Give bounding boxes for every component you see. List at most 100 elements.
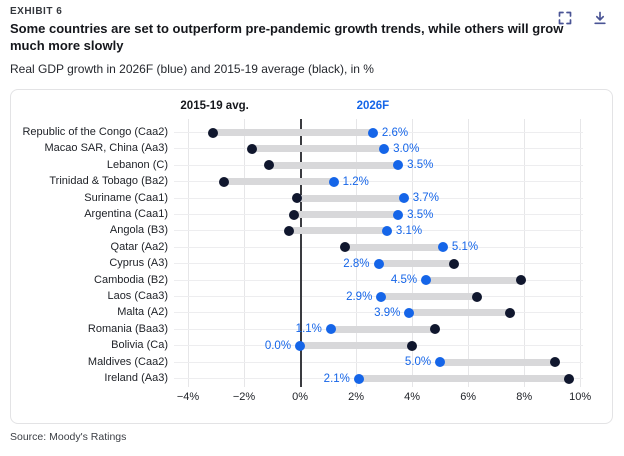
x-tick-label: 2% bbox=[348, 391, 365, 403]
forecast-value-label: 2.6% bbox=[381, 126, 409, 139]
series-header-avg: 2015-19 avg. bbox=[180, 100, 249, 112]
source-note: Source: Moody's Ratings bbox=[10, 431, 127, 443]
connector-bar bbox=[378, 260, 455, 268]
avg-dot bbox=[219, 176, 230, 187]
forecast-value-label: 5.0% bbox=[404, 356, 432, 369]
forecast-value-label: 5.1% bbox=[451, 241, 479, 254]
forecast-value-label: 1.2% bbox=[342, 175, 369, 188]
gridline bbox=[524, 119, 526, 387]
avg-dot bbox=[471, 291, 482, 302]
forecast-dot bbox=[398, 193, 409, 204]
country-label: Qatar (Aa2) bbox=[110, 240, 168, 253]
x-tick-label: −4% bbox=[176, 391, 200, 403]
forecast-dot bbox=[373, 258, 384, 269]
forecast-dot bbox=[328, 176, 339, 187]
country-label: Laos (Caa3) bbox=[107, 290, 168, 302]
forecast-value-label: 2.8% bbox=[343, 257, 370, 270]
country-labels-column: Republic of the Congo (Caa2) Macao SAR, C… bbox=[11, 119, 168, 388]
country-label: Republic of the Congo (Caa2) bbox=[22, 126, 168, 138]
avg-dot bbox=[289, 209, 300, 220]
row-line bbox=[174, 312, 583, 314]
forecast-dot bbox=[404, 307, 415, 318]
avg-dot bbox=[563, 373, 574, 384]
exhibit-label: EXHIBIT 6 bbox=[10, 6, 63, 17]
country-label: Trinidad & Tobago (Ba2) bbox=[49, 175, 168, 188]
forecast-value-label: 3.9% bbox=[374, 306, 401, 319]
row-line bbox=[174, 279, 583, 281]
avg-dot bbox=[292, 193, 303, 204]
connector-bar bbox=[213, 129, 373, 136]
country-label: Lebanon (C) bbox=[106, 158, 168, 171]
avg-dot bbox=[505, 307, 516, 318]
gridline bbox=[188, 119, 189, 387]
x-tick-label: 8% bbox=[516, 391, 533, 403]
connector-bar bbox=[297, 194, 404, 202]
forecast-value-label: 4.5% bbox=[390, 274, 418, 287]
forecast-value-label: 3.5% bbox=[407, 159, 434, 172]
avg-dot bbox=[208, 127, 219, 138]
forecast-dot bbox=[437, 242, 448, 253]
country-label: Macao SAR, China (Aa3) bbox=[44, 142, 169, 155]
connector-bar bbox=[426, 276, 522, 284]
chart-subtitle: Real GDP growth in 2026F (blue) and 2015… bbox=[10, 62, 374, 76]
x-tick-label: 0% bbox=[292, 391, 308, 403]
series-header-band: 2015-19 avg. 2026F bbox=[174, 100, 583, 116]
connector-bar bbox=[269, 161, 399, 169]
chart-box: 2015-19 avg. 2026F Republic of the Congo… bbox=[10, 89, 613, 424]
forecast-dot bbox=[353, 373, 364, 384]
forecast-value-label: 2.1% bbox=[323, 372, 350, 385]
connector-bar bbox=[381, 293, 477, 300]
gridline bbox=[244, 119, 246, 387]
country-label: Cyprus (A3) bbox=[109, 257, 168, 270]
country-label: Malta (A2) bbox=[117, 306, 168, 319]
connector-bar bbox=[224, 178, 334, 186]
connector-bar bbox=[440, 358, 555, 366]
download-icon bbox=[594, 11, 606, 25]
forecast-value-label: 2.9% bbox=[346, 290, 373, 303]
x-tick-label: −2% bbox=[232, 391, 256, 403]
country-label: Ireland (Aa3) bbox=[104, 372, 168, 384]
gridline bbox=[468, 119, 470, 387]
connector-bar bbox=[288, 227, 387, 235]
forecast-dot bbox=[421, 275, 432, 286]
avg-dot bbox=[264, 160, 275, 171]
row-line bbox=[174, 181, 583, 183]
forecast-value-label: 1.1% bbox=[295, 323, 322, 336]
fullscreen-button[interactable] bbox=[555, 8, 575, 28]
x-tick-label: 4% bbox=[404, 391, 421, 403]
connector-bar bbox=[294, 211, 399, 218]
forecast-dot bbox=[393, 160, 404, 171]
row-line bbox=[174, 132, 583, 133]
avg-dot bbox=[449, 258, 460, 269]
avg-dot bbox=[429, 324, 440, 335]
download-button[interactable] bbox=[590, 8, 610, 28]
forecast-dot bbox=[295, 340, 306, 351]
connector-bar bbox=[330, 325, 435, 333]
forecast-value-label: 0.0% bbox=[264, 339, 292, 352]
connector-bar bbox=[358, 375, 569, 382]
connector-bar bbox=[344, 243, 443, 251]
forecast-value-label: 3.5% bbox=[407, 208, 434, 221]
avg-dot bbox=[407, 340, 418, 351]
connector-bar bbox=[409, 309, 511, 317]
connector-bar bbox=[252, 145, 385, 153]
plot-area: 2.6% 3.0% 3.5% 1.2% 3.7% 3.5% 3.1% 5.1% 2.8% 4.5%… bbox=[174, 119, 583, 387]
country-label: Cambodia (B2) bbox=[94, 273, 168, 286]
forecast-dot bbox=[381, 225, 392, 236]
country-label: Argentina (Caa1) bbox=[84, 208, 168, 220]
avg-dot bbox=[247, 143, 258, 154]
chart-toolbar bbox=[555, 8, 610, 28]
gridline bbox=[412, 119, 414, 387]
forecast-value-label: 3.0% bbox=[393, 142, 420, 155]
country-label: Bolivia (Ca) bbox=[111, 339, 168, 352]
country-label: Romania (Baa3) bbox=[87, 322, 168, 335]
gridline bbox=[580, 119, 582, 387]
zero-line bbox=[300, 119, 303, 387]
country-label: Suriname (Caa1) bbox=[84, 191, 168, 204]
forecast-dot bbox=[325, 324, 336, 335]
forecast-dot bbox=[393, 209, 404, 220]
avg-dot bbox=[549, 357, 560, 368]
avg-dot bbox=[516, 275, 527, 286]
connector-bar bbox=[300, 342, 413, 350]
